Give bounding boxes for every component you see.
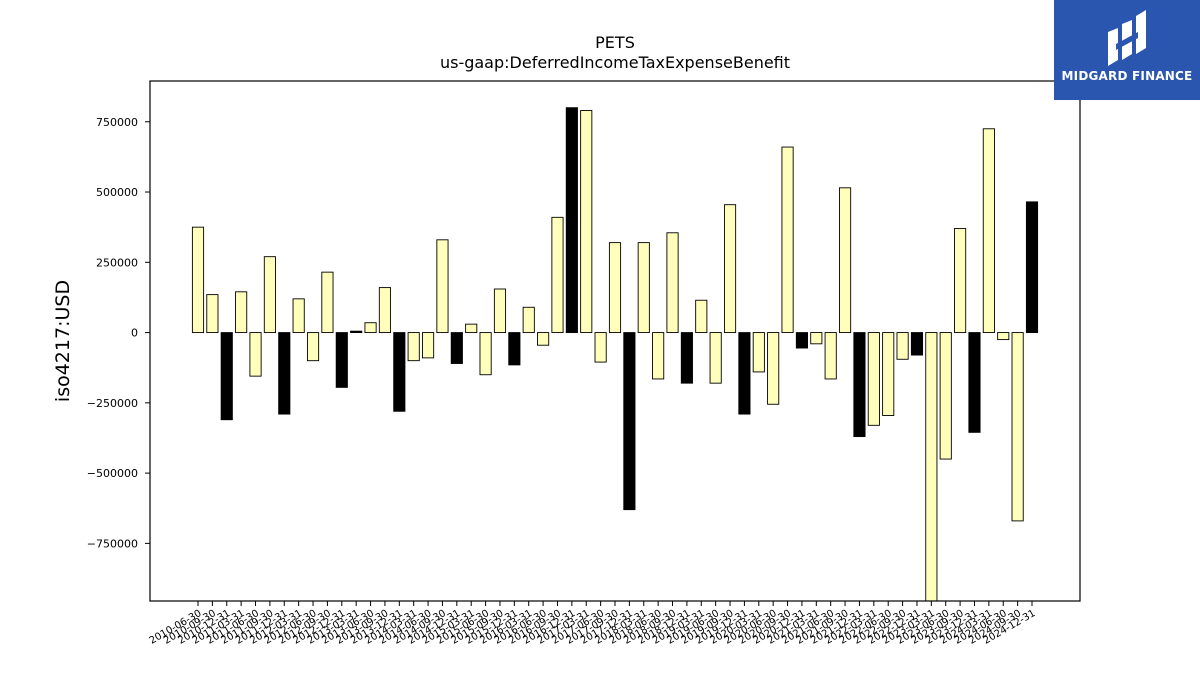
- bar-2013-06-30: [364, 322, 377, 334]
- bar-2013-03-31: [350, 330, 363, 334]
- bar-2020-12-31: [795, 332, 808, 349]
- y-tick-label: 250000: [96, 256, 138, 269]
- bar-2018-09-30: [666, 232, 679, 334]
- bar-2013-12-31: [393, 332, 406, 412]
- bar-2021-03-31: [810, 332, 823, 345]
- bar-2014-06-30: [422, 332, 435, 359]
- bar-2024-06-30: [997, 332, 1010, 341]
- y-tick-label: 750000: [96, 116, 138, 129]
- bar-2016-03-31: [522, 306, 535, 334]
- bar-2012-06-30: [306, 332, 320, 362]
- bar-2012-12-31: [335, 332, 348, 388]
- bar-2021-12-31: [853, 332, 866, 438]
- bar-2011-06-30: [249, 332, 262, 377]
- bar-2010-06-30: [191, 226, 205, 334]
- bar-2016-06-30: [537, 332, 550, 346]
- y-axis-label: iso4217:USD: [52, 280, 74, 402]
- bar-2024-09-30: [1011, 332, 1024, 522]
- bar-2024-03-31: [982, 128, 995, 334]
- y-tick-label: 500000: [96, 186, 138, 199]
- bar-2022-09-30: [896, 332, 909, 360]
- bar-2016-09-30: [551, 216, 564, 334]
- bar-2017-06-30: [594, 332, 607, 363]
- bar-2019-12-31: [738, 332, 751, 415]
- bar-2017-09-30: [608, 242, 622, 334]
- bar-2019-06-30: [709, 332, 722, 384]
- bar-2014-09-30: [436, 239, 449, 334]
- y-tick-label: 0: [131, 327, 138, 340]
- bar-2020-06-30: [767, 332, 780, 405]
- bar-2012-03-31: [292, 298, 305, 334]
- logo-mark-icon: [1108, 10, 1146, 66]
- bar-2014-12-31: [450, 332, 463, 364]
- bar-2011-12-31: [278, 332, 291, 415]
- chart-subtitle: us-gaap:DeferredIncomeTaxExpenseBenefit: [440, 53, 790, 72]
- bar-2022-03-31: [867, 332, 880, 426]
- bar-2023-12-31: [968, 332, 981, 433]
- bar-2010-12-31: [220, 332, 233, 421]
- bar-2011-09-30: [263, 256, 276, 334]
- bar-2023-03-31: [925, 332, 938, 602]
- bar-2017-12-31: [623, 332, 636, 511]
- bar-2013-09-30: [378, 287, 391, 334]
- bar-2021-06-30: [824, 332, 837, 380]
- bar-2014-03-31: [407, 332, 420, 362]
- bar-2015-09-30: [493, 288, 507, 334]
- x-axis: 2010-06-302010-09-302010-12-312011-03-31…: [148, 601, 1038, 647]
- logo-text: MIDGARD FINANCE: [1061, 69, 1193, 83]
- bar-2018-06-30: [652, 332, 665, 380]
- y-tick-label: −500000: [87, 467, 138, 480]
- bar-2015-12-31: [508, 332, 521, 366]
- y-tick-label: −750000: [87, 537, 138, 550]
- bar-2011-03-31: [235, 291, 248, 334]
- bar-2019-09-30: [723, 204, 737, 334]
- bar-2023-06-30: [939, 332, 952, 460]
- bar-2022-06-30: [882, 332, 895, 416]
- y-tick-label: −250000: [87, 397, 138, 410]
- bar-2016-12-31: [565, 107, 578, 334]
- bar-2012-09-30: [321, 271, 334, 334]
- bar-2018-12-31: [680, 332, 693, 384]
- midgard-finance-logo: MIDGARD FINANCE: [1054, 0, 1200, 100]
- bar-2010-09-30: [206, 294, 219, 334]
- bar-2020-03-31: [752, 332, 765, 373]
- bar-2017-03-31: [580, 110, 593, 334]
- bar-2018-03-31: [637, 242, 650, 334]
- y-axis: −750000 −500000 −250000 0 250000 500000 750000: [87, 116, 150, 550]
- bar-2023-09-30: [954, 228, 967, 334]
- bar-2024-12-31: [1025, 201, 1039, 334]
- bar-2021-09-30: [839, 187, 852, 334]
- bar-2015-03-31: [465, 323, 478, 334]
- bar-2015-06-30: [479, 332, 492, 376]
- plot-frame: [149, 80, 1081, 602]
- bar-2022-12-31: [910, 332, 924, 356]
- bars-group: [191, 107, 1039, 602]
- bar-2020-09-30: [781, 146, 794, 334]
- chart-title: PETS: [595, 33, 635, 52]
- bar-2019-03-31: [695, 299, 708, 334]
